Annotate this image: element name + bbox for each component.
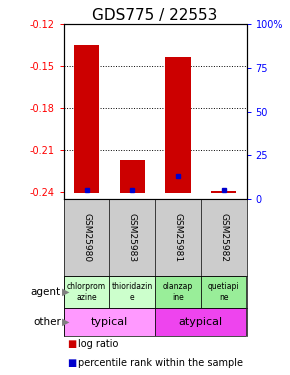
Text: GSM25980: GSM25980 xyxy=(82,213,91,262)
FancyBboxPatch shape xyxy=(201,276,246,308)
Text: other: other xyxy=(33,317,61,327)
FancyBboxPatch shape xyxy=(155,276,201,308)
Text: GSM25981: GSM25981 xyxy=(173,213,182,262)
Text: thioridazin
e: thioridazin e xyxy=(112,282,153,302)
FancyBboxPatch shape xyxy=(155,308,246,336)
Bar xyxy=(120,160,145,193)
Bar xyxy=(165,57,191,193)
Text: percentile rank within the sample: percentile rank within the sample xyxy=(78,358,243,368)
Text: atypical: atypical xyxy=(179,317,223,327)
FancyBboxPatch shape xyxy=(110,276,155,308)
Text: typical: typical xyxy=(91,317,128,327)
Text: agent: agent xyxy=(31,287,61,297)
Text: ▶: ▶ xyxy=(62,287,70,297)
Title: GDS775 / 22553: GDS775 / 22553 xyxy=(93,8,218,23)
Text: log ratio: log ratio xyxy=(78,339,119,349)
Bar xyxy=(74,45,99,193)
Text: GSM25982: GSM25982 xyxy=(219,213,228,262)
Text: ▶: ▶ xyxy=(62,317,70,327)
Text: quetiapi
ne: quetiapi ne xyxy=(208,282,240,302)
Text: GSM25983: GSM25983 xyxy=(128,213,137,262)
Text: chlorprom
azine: chlorprom azine xyxy=(67,282,106,302)
FancyBboxPatch shape xyxy=(64,308,155,336)
Text: olanzap
ine: olanzap ine xyxy=(163,282,193,302)
Text: ■: ■ xyxy=(67,339,76,349)
Bar xyxy=(211,192,236,193)
FancyBboxPatch shape xyxy=(64,276,110,308)
Text: ■: ■ xyxy=(67,358,76,368)
